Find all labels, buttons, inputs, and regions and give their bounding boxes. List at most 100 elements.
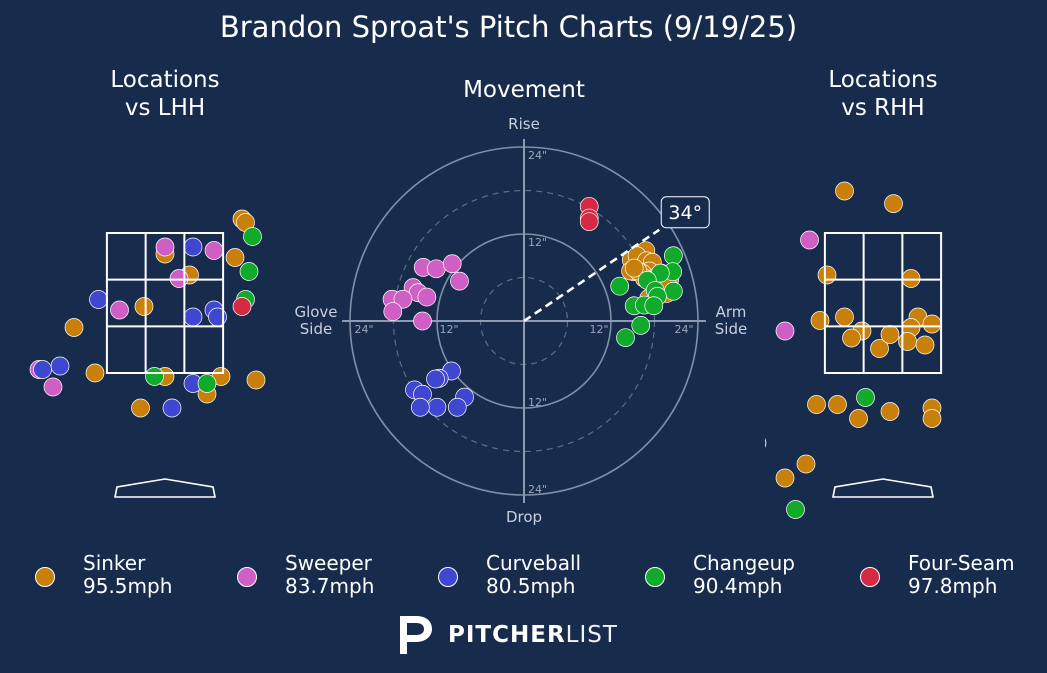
- movement-axis-label-arm-2: Side: [715, 320, 747, 338]
- rhh-point-sinker-21: [880, 402, 900, 421]
- chart-main-title: Brandon Sproat's Pitch Charts (9/19/25): [219, 10, 798, 44]
- legend-marker-four-seam: [860, 567, 880, 587]
- lhh-point-curveball-2: [183, 307, 203, 327]
- movement-point-changeup-5: [663, 281, 683, 301]
- rhh-panel-title: Locations vs RHH: [783, 66, 983, 122]
- movement-point-curveball-7: [410, 397, 430, 417]
- rhh-point-sinker-15: [915, 335, 935, 355]
- lhh-point-curveball-0: [183, 237, 203, 257]
- arm-angle-label-box: [660, 196, 710, 229]
- legend-marker-sinker: [35, 567, 55, 587]
- movement-axis-label-rise: Rise: [508, 115, 540, 133]
- movement-point-sweeper-8: [417, 287, 437, 307]
- lhh-point-sinker-6: [64, 318, 84, 337]
- movement-point-changeup-11: [631, 316, 651, 335]
- movement-point-changeup-0: [663, 246, 683, 266]
- movement-points-group: [382, 197, 683, 417]
- rhh-point-sweeper-1: [775, 321, 795, 341]
- movement-panel-title: Movement: [463, 77, 585, 103]
- rhh-point-sweeper-2: [727, 350, 745, 368]
- legend-marker-sweeper: [237, 567, 257, 587]
- movement-axis-label-arm-1: Arm: [716, 303, 747, 321]
- rhh-point-sinker-14: [922, 314, 942, 334]
- rhh-home-plate: [832, 478, 934, 498]
- legend-speed-changeup: 90.4mph: [693, 574, 783, 598]
- movement-point-sweeper-3: [450, 271, 469, 291]
- movement-point-curveball-6: [427, 397, 447, 417]
- loc-lhh-title-line: vs LHH: [124, 95, 206, 121]
- rhh-point-sinker-12: [880, 325, 900, 344]
- legend: Sinker 95.5mph Sweeper 83.7mph Curveball…: [0, 550, 1047, 606]
- movement-axis-label-drop: Drop: [506, 508, 542, 526]
- lhh-point-curveball-8: [162, 398, 182, 418]
- rhh-point-sinker-20: [775, 468, 795, 488]
- ring-label-left-12: 12": [439, 323, 458, 336]
- rhh-point-sinker-1: [884, 194, 903, 213]
- movement-ring-6: [479, 276, 569, 366]
- rhh-point-sinker-2: [817, 265, 837, 285]
- movement-point-changeup-10: [644, 296, 664, 316]
- ring-label-right-12: 12": [589, 323, 608, 336]
- lhh-point-changeup-3: [145, 367, 164, 386]
- legend-pitch-four-seam: Four-Seam: [908, 551, 1015, 575]
- lhh-point-curveball-5: [50, 356, 70, 376]
- rhh-point-sinker-16: [828, 395, 847, 414]
- movement-axis-label-glove-1: Glove: [294, 303, 337, 321]
- lhh-point-changeup-1: [239, 262, 259, 281]
- movement-point-changeup-3: [610, 276, 630, 296]
- rhh-point-sinker-3: [901, 269, 921, 288]
- rhh-point-sinker-13: [898, 332, 917, 351]
- loc-lhh-title-line: Locations: [110, 67, 220, 93]
- ring-label-top-24: 24": [528, 149, 547, 162]
- movement-point-sinker-20: [624, 258, 644, 278]
- lhh-point-sinker-10: [246, 370, 266, 390]
- rhh-point-sinker-17: [849, 409, 868, 428]
- rhh-point-sinker-18: [807, 395, 826, 414]
- lhh-home-plate: [114, 478, 216, 498]
- movement-point-sweeper-1: [426, 259, 446, 279]
- legend-speed-sinker: 95.5mph: [83, 574, 173, 598]
- ring-label-left-24: 24": [354, 323, 373, 336]
- rhh-point-changeup-1: [786, 500, 805, 519]
- lhh-point-changeup-4: [197, 374, 217, 393]
- lhh-point-sinker-3: [225, 248, 245, 267]
- rhh-strike-zone: [823, 232, 943, 374]
- rhh-point-changeup-0: [856, 388, 875, 407]
- ring-label-bottom-24: 24": [528, 483, 547, 496]
- loc-rhh-title-line: vs RHH: [841, 95, 925, 121]
- legend-speed-sweeper: 83.7mph: [285, 574, 375, 598]
- logo-text-bold: PITCHER: [448, 622, 566, 648]
- lhh-point-curveball-6: [33, 360, 52, 379]
- movement-ring-18: [392, 189, 656, 453]
- legend-speed-curveball: 80.5mph: [486, 574, 576, 598]
- legend-pitch-sweeper: Sweeper: [285, 551, 372, 575]
- rhh-point-sweeper-5: [710, 473, 728, 491]
- arm-angle-label: 34°: [668, 202, 702, 224]
- movement-axis-label-glove-2: Side: [300, 320, 332, 338]
- movement-point-sweeper-7: [393, 289, 413, 309]
- legend-marker-changeup: [645, 567, 665, 587]
- lhh-point-sweeper-3: [110, 300, 129, 320]
- arm-angle-line: [523, 228, 660, 323]
- rhh-point-sinker-19: [796, 454, 816, 474]
- lhh-point-curveball-1: [89, 290, 108, 309]
- legend-pitch-changeup: Changeup: [693, 551, 795, 575]
- ring-label-bottom-12: 12": [528, 396, 547, 409]
- pitcherlist-logo: PITCHERLIST: [396, 612, 636, 658]
- lhh-point-sinker-7: [85, 363, 105, 383]
- lhh-points-group: [29, 209, 266, 418]
- rhh-zone-outline: [823, 232, 943, 374]
- ring-label-top-12: 12": [528, 236, 547, 249]
- lhh-point-sweeper-5: [43, 377, 63, 397]
- rhh-point-sinker-9: [870, 339, 889, 358]
- movement-ring-24: [349, 146, 699, 496]
- movement-point-sweeper-9: [383, 302, 403, 321]
- pitcherlist-logo-icon: [400, 616, 432, 654]
- ring-label-right-24: 24": [674, 323, 693, 336]
- legend-speed-four-seam: 97.8mph: [908, 574, 998, 598]
- legend-pitch-sinker: Sinker: [83, 551, 146, 575]
- rhh-point-sinker-0: [835, 181, 854, 201]
- rhh-point-sweeper-6: [692, 476, 710, 494]
- rhh-point-sinker-8: [842, 328, 861, 348]
